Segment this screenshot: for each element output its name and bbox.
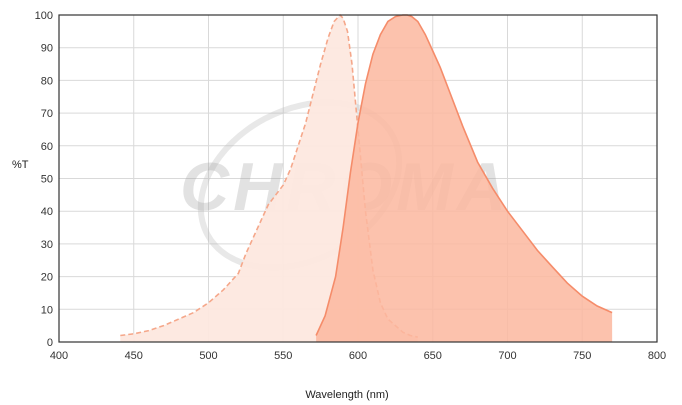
x-tick-label: 750 <box>573 350 591 362</box>
series-2-area <box>316 15 613 342</box>
y-tick-label: 30 <box>41 239 53 251</box>
y-tick-label: 0 <box>47 337 53 349</box>
x-tick-label: 500 <box>199 350 217 362</box>
y-tick-label: 60 <box>41 141 53 153</box>
tick-labels: 0 10 20 30 40 50 60 70 80 90 100 400 450 500 550 600 650… <box>35 10 667 362</box>
y-tick-label: 80 <box>41 75 53 87</box>
series-group <box>120 13 613 342</box>
y-tick-label: 10 <box>41 304 53 316</box>
y-tick-label: 20 <box>41 272 53 284</box>
x-tick-label: 800 <box>648 350 666 362</box>
series-2-line <box>315 14 613 336</box>
x-tick-label: 450 <box>125 350 143 362</box>
x-axis-label: Wavelength (nm) <box>305 389 388 401</box>
y-axis-label: %T <box>12 159 29 171</box>
plot-border <box>58 14 658 343</box>
y-tick-label: 70 <box>41 108 53 120</box>
x-tick-label: 650 <box>424 350 442 362</box>
series-1-line <box>120 13 418 338</box>
y-tick-label: 40 <box>41 206 53 218</box>
y-tick-label: 90 <box>41 43 53 55</box>
x-tick-label: 600 <box>349 350 367 362</box>
x-tick-label: 400 <box>50 350 68 362</box>
plot-frame <box>58 14 658 343</box>
x-tick-label: 550 <box>274 350 292 362</box>
x-tick-label: 700 <box>498 350 516 362</box>
y-tick-label: 100 <box>35 10 53 22</box>
y-tick-label: 50 <box>41 174 53 186</box>
